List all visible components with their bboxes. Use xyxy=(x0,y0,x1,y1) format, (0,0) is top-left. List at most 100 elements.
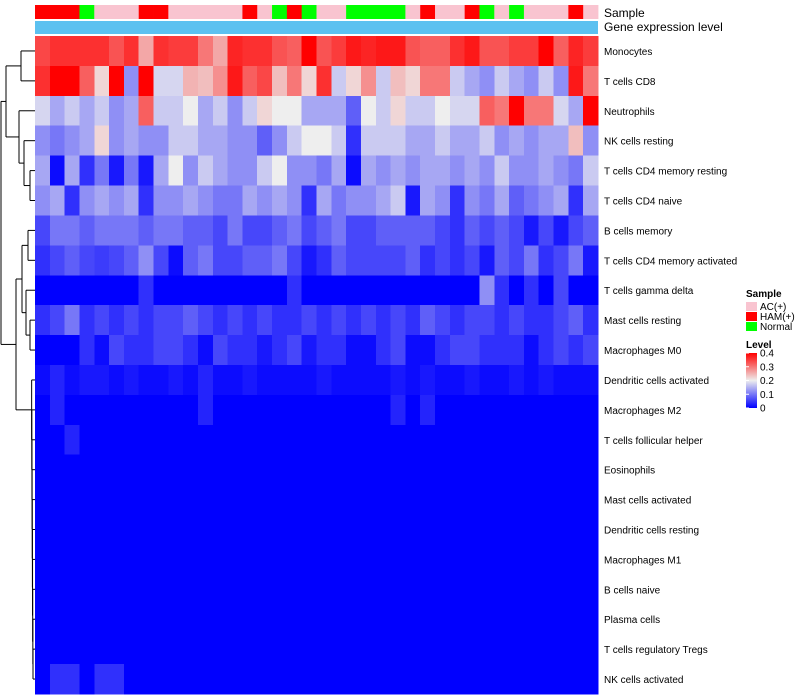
heatmap-cell xyxy=(464,634,480,665)
heatmap-cell xyxy=(346,95,362,127)
heatmap-cell xyxy=(64,574,80,605)
heatmap-cell xyxy=(35,634,51,665)
row-label: T cells regulatory Tregs xyxy=(604,645,708,656)
heatmap-cell xyxy=(79,335,95,366)
heatmap-cell xyxy=(553,424,569,456)
heatmap-cell xyxy=(568,245,584,276)
heatmap-cell xyxy=(553,514,569,545)
heatmap-cell xyxy=(183,36,199,67)
heatmap-cell xyxy=(509,394,525,426)
heatmap-cell xyxy=(64,125,80,157)
sample-annotation-cell xyxy=(464,5,480,19)
heatmap-cell xyxy=(509,215,525,246)
heatmap-cell xyxy=(583,454,599,486)
heatmap-cell xyxy=(494,394,510,426)
heatmap-cell xyxy=(35,36,51,67)
heatmap-cell xyxy=(346,484,362,515)
heatmap-cell xyxy=(212,604,229,635)
heatmap-cell xyxy=(64,185,80,216)
heatmap-cell xyxy=(301,215,317,246)
heatmap-cell xyxy=(405,335,421,366)
heatmap-cell xyxy=(242,305,258,336)
heatmap-cell xyxy=(138,664,154,695)
heatmap-cell xyxy=(509,634,525,665)
heatmap-cell xyxy=(509,484,525,515)
heatmap-cell xyxy=(94,484,110,515)
heatmap-cell xyxy=(435,544,451,575)
heatmap-cell xyxy=(272,544,288,575)
heatmap-cell xyxy=(390,185,406,216)
sample-annotation-cell xyxy=(168,5,184,19)
heatmap-cell xyxy=(316,125,332,157)
heatmap-cell xyxy=(316,245,332,276)
heatmap-cell xyxy=(375,634,391,665)
heatmap-cell xyxy=(35,484,51,515)
heatmap-cell xyxy=(420,185,436,216)
heatmap-cell xyxy=(64,514,80,545)
heatmap-cell xyxy=(523,544,540,575)
sample-annotation-cell xyxy=(405,5,421,19)
heatmap-cell xyxy=(538,574,554,605)
heatmap-cell xyxy=(227,514,243,545)
heatmap-cell xyxy=(568,215,584,246)
heatmap-cell xyxy=(64,544,80,575)
heatmap-cell xyxy=(523,574,540,605)
column-annotations xyxy=(35,5,599,34)
heatmap-cell xyxy=(242,215,258,246)
heatmap-cell xyxy=(464,125,480,157)
heatmap-cell xyxy=(331,484,347,515)
heatmap-cell xyxy=(168,215,184,246)
heatmap-cell xyxy=(227,275,243,306)
heatmap-cell xyxy=(257,604,273,635)
heatmap-cell xyxy=(301,335,317,366)
heatmap-cell xyxy=(360,604,377,635)
heatmap-cell xyxy=(197,36,214,67)
heatmap-cell xyxy=(286,65,303,97)
heatmap-cell xyxy=(153,95,169,127)
heatmap-cell xyxy=(109,484,125,515)
heatmap-cell xyxy=(316,185,332,216)
heatmap-cell xyxy=(109,125,125,157)
heatmap-cell xyxy=(301,275,317,306)
heatmap-cell xyxy=(464,484,480,515)
heatmap-cell xyxy=(212,365,229,396)
heatmap-cell xyxy=(94,275,110,306)
heatmap-cell xyxy=(272,95,288,127)
heatmap-cell xyxy=(64,604,80,635)
sample-annotation-cell xyxy=(286,5,303,19)
heatmap-cell xyxy=(449,155,466,186)
heatmap-cell xyxy=(375,544,391,575)
heatmap-cell xyxy=(538,604,554,635)
heatmap-cell xyxy=(123,245,140,276)
heatmap-cell xyxy=(360,215,377,246)
heatmap-cell xyxy=(49,604,66,635)
heatmap-cell xyxy=(286,305,303,336)
heatmap-cell xyxy=(331,36,347,67)
heatmap-cell xyxy=(583,514,599,545)
heatmap-cell xyxy=(168,484,184,515)
heatmap-cell xyxy=(405,215,421,246)
heatmap-cell xyxy=(168,394,184,426)
heatmap-cell xyxy=(138,155,154,186)
heatmap-cell xyxy=(538,245,554,276)
heatmap-cell xyxy=(405,454,421,486)
heatmap-cell xyxy=(509,245,525,276)
heatmap-cell xyxy=(272,514,288,545)
heatmap-cell xyxy=(286,185,303,216)
heatmap-cell xyxy=(257,65,273,97)
heatmap-cell xyxy=(464,454,480,486)
heatmap-cell xyxy=(168,514,184,545)
heatmap-cell xyxy=(109,514,125,545)
heatmap-cell xyxy=(242,484,258,515)
heatmap-cell xyxy=(168,305,184,336)
heatmap-cell xyxy=(49,215,66,246)
heatmap-cell xyxy=(301,95,317,127)
heatmap-cell xyxy=(479,185,495,216)
heatmap-cell xyxy=(197,365,214,396)
heatmap-cell xyxy=(227,305,243,336)
heatmap-cell xyxy=(390,544,406,575)
heatmap-cell xyxy=(242,604,258,635)
row-label: T cells CD4 naive xyxy=(604,197,683,208)
heatmap-cell xyxy=(494,185,510,216)
heatmap-cell xyxy=(286,245,303,276)
